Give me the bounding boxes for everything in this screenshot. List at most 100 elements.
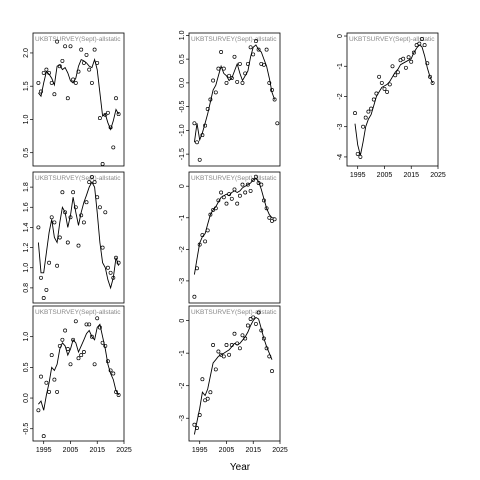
panel-frame [32,32,125,167]
data-point [60,58,65,63]
data-point [248,45,253,50]
data-point [52,92,57,97]
data-point [224,80,229,85]
data-point [395,70,400,75]
y-tick-label: 1.6 [23,202,30,212]
data-point [95,316,100,321]
y-tick-label: -1.0 [179,124,186,136]
x-tick-label: 2015 [89,447,105,454]
panel-row1-col3: UKBTSURVEY(Sept)-allstatic -4 -3 -2 -1 0 1995 2… [337,32,446,179]
data-point [87,180,92,185]
data-point [92,47,97,52]
data-point [216,349,221,354]
data-point [111,145,116,150]
fit-line [37,181,120,290]
data-point [76,356,81,361]
data-point [253,174,258,179]
data-point [425,61,430,66]
data-point [237,193,242,198]
data-point [111,371,116,376]
data-point [267,80,272,85]
y-tick-label: 1.2 [23,243,30,253]
data-point [81,350,86,354]
data-point [229,343,234,347]
y-tick-label: 1.5 [23,81,30,91]
data-point [71,337,76,342]
data-point [39,89,43,94]
data-point [259,328,264,333]
data-point [232,54,237,59]
data-point [419,37,424,41]
data-point [355,151,360,156]
legend-entry: UKBTSURVEY(Sept)-allstatic [35,309,121,316]
data-point [377,74,382,79]
y-tick-label: -0.5 [179,100,186,112]
data-point [81,60,86,65]
data-point [89,80,94,85]
data-point [71,190,76,195]
legend-entry: UKBTSURVEY(Sept)-allstatic [35,36,121,43]
data-point [213,206,218,211]
data-point [256,47,261,52]
data-point [71,77,76,82]
panel-row2-col1: UKBTSURVEY(Sept)-allstatic 0.8 1.0 1.2 1.4 1.… [23,171,125,304]
data-point [92,362,97,367]
data-point [216,198,221,203]
data-point [251,52,256,57]
data-point [245,182,250,187]
panel-row3-col2: UKBTSURVEY(Sept)-allstatic -3 -2 -1 0 1995 200… [179,305,288,454]
y-tick-label: 2.0 [23,48,30,58]
x-tick-label: 2005 [219,447,235,454]
data-point [47,389,52,394]
data-point [374,91,379,96]
data-point [393,73,398,78]
data-point [205,396,210,401]
data-point [73,319,78,324]
y-tick-label: 0.0 [179,78,186,88]
data-point [253,39,258,44]
data-point [221,66,226,71]
y-tick-label: 0.0 [23,393,30,403]
data-point [232,331,237,336]
legend-entry: UKBTSURVEY(Sept)-allstatic [349,36,435,43]
data-point [97,205,102,210]
data-point [41,434,46,439]
y-tick-label: 1.0 [179,30,186,40]
data-point [417,41,422,46]
data-point [68,215,73,220]
data-point [114,255,118,260]
data-point [92,180,97,185]
data-point [63,328,68,333]
y-tick-label: -2 [179,246,186,252]
x-tick-label: 2015 [403,172,419,179]
legend-entry: UKBTSURVEY(Sept)-allstatic [191,36,277,43]
x-tick-label: 1995 [36,447,52,454]
x-tick-label: 2005 [377,172,393,179]
data-point [89,334,94,339]
data-point [76,243,81,248]
data-point [253,321,258,326]
data-point [49,353,54,358]
data-point [87,322,92,327]
data-point [243,71,248,76]
panels-group: UKBTSURVEY(Sept)-allstatic0.51.01.52.0UK… [23,30,446,454]
x-tick-label: 2015 [245,447,261,454]
data-point [256,310,261,315]
data-point [232,187,237,192]
data-point [111,275,116,280]
data-point [41,70,46,75]
data-point [227,73,232,78]
data-point [108,125,113,130]
fit-line [38,58,119,131]
data-point [103,343,108,348]
data-point [219,190,224,195]
data-point [47,260,52,265]
data-point [36,80,41,85]
data-point [213,90,218,95]
data-point [353,111,357,116]
data-point [428,74,432,79]
data-point [240,333,245,338]
y-tick-label: -3 [179,278,186,284]
data-point [358,154,363,159]
